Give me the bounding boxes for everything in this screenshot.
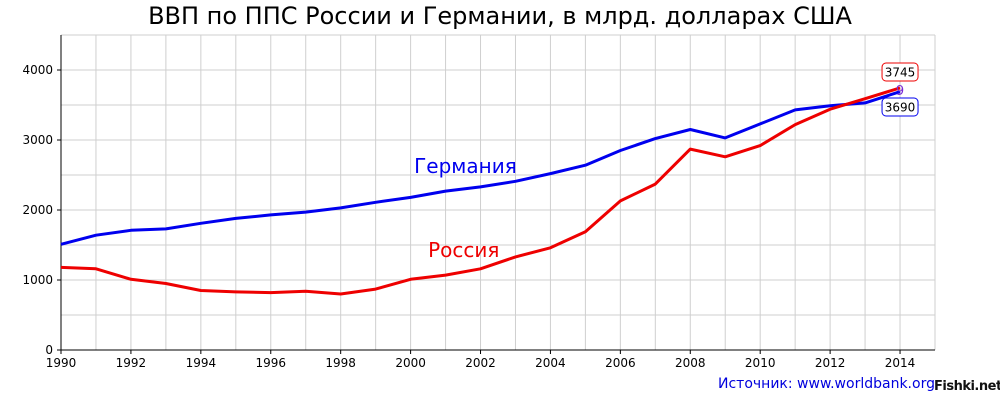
series-label-1: Россия [428,238,499,262]
y-tick-label-4000: 4000 [22,63,53,77]
annotation-russia-end: 3745 [885,66,916,80]
y-tick-label-2000: 2000 [22,203,53,217]
y-tick-label-0: 0 [45,343,53,357]
grid [60,34,936,351]
series-lines [60,86,901,296]
source-note[interactable]: Источник: www.worldbank.org [718,376,935,392]
series-labels: Германия Россия [414,154,517,262]
series-label-0: Германия [414,154,517,178]
axes [60,35,935,351]
x-tick-label-1992: 1992 [116,356,147,370]
x-tick-labels: 1990 1992 1994 1996 1998 2000 2002 2004 2006 2008… [46,350,916,370]
y-tick-label-1000: 1000 [22,273,53,287]
series-line-0 [60,90,901,246]
x-tick-label-1996: 1996 [255,356,286,370]
y-tick-labels: 0 1000 2000 3000 4000 [22,63,61,357]
watermark: Fishki.net [934,379,1000,394]
x-tick-label-1990: 1990 [46,356,77,370]
x-tick-label-2008: 2008 [675,356,706,370]
y-tick-label-3000: 3000 [22,133,53,147]
x-tick-label-2010: 2010 [745,356,776,370]
x-tick-label-2004: 2004 [535,356,566,370]
chart-title: ВВП по ППС России и Германии, в млрд. до… [148,2,852,30]
annotation-germany-end: 3690 [885,101,916,115]
annotation-germany-end-box [881,97,919,117]
annotation-russia-end-box [881,62,919,82]
annotation-end-marker: 9 [896,84,904,99]
x-tick-label-2002: 2002 [465,356,496,370]
x-tick-label-1994: 1994 [186,356,217,370]
x-tick-label-2000: 2000 [395,356,426,370]
x-tick-label-2006: 2006 [605,356,636,370]
x-tick-label-1998: 1998 [325,356,356,370]
x-tick-label-2012: 2012 [815,356,846,370]
end-annotations: 3745 3690 9 [881,62,919,117]
x-tick-label-2014: 2014 [885,356,916,370]
series-line-1 [60,86,901,296]
